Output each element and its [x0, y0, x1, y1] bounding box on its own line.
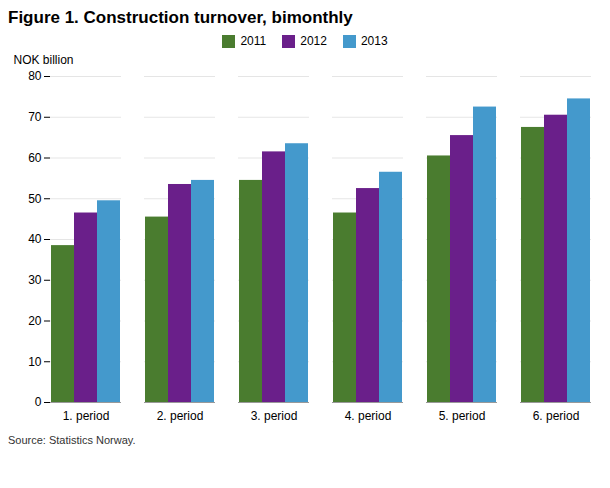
- html-text:2011: 2011: [240, 34, 267, 48]
- svg-text:60: 60: [28, 151, 42, 165]
- html-text:Source: Statistics Norway.: Source: Statistics Norway.: [8, 434, 136, 446]
- svg-text:6. period: 6. period: [533, 409, 580, 423]
- html-text:2012: 2012: [300, 34, 327, 48]
- html-text:Figure 1. Construction turnove: Figure 1. Construction turnover, bimonth…: [8, 8, 353, 27]
- svg-text:40: 40: [28, 232, 42, 246]
- svg-text:10: 10: [28, 355, 42, 369]
- svg-text:20: 20: [28, 314, 42, 328]
- svg-text:NOK billion: NOK billion: [14, 53, 74, 67]
- svg-text:70: 70: [28, 110, 42, 124]
- svg-text:5. period: 5. period: [439, 409, 486, 423]
- html-text:2013: 2013: [360, 34, 388, 48]
- svg-text:50: 50: [28, 192, 42, 206]
- svg-text:0: 0: [35, 395, 42, 409]
- svg-text:1. period: 1. period: [63, 409, 110, 423]
- svg-text:4. period: 4. period: [345, 409, 392, 423]
- svg-text:30: 30: [28, 273, 42, 287]
- svg-text:3. period: 3. period: [251, 409, 298, 423]
- svg-text:80: 80: [28, 69, 42, 83]
- svg-text:2. period: 2. period: [157, 409, 204, 423]
